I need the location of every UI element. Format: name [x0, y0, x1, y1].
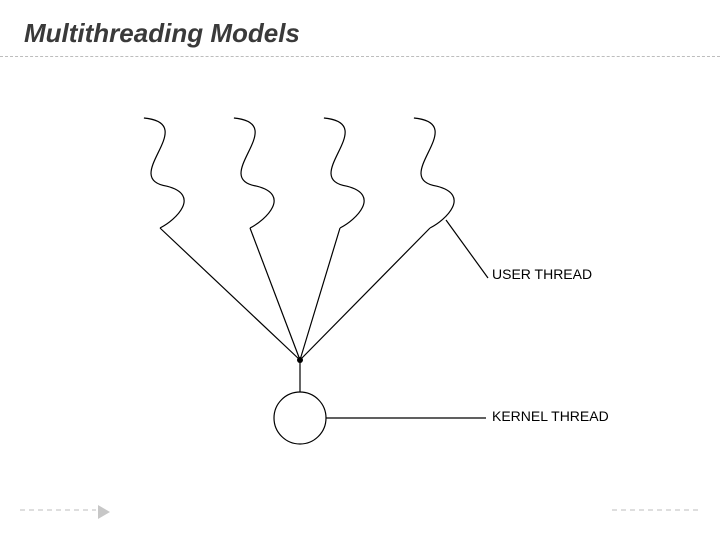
user-thread-label: USER THREAD — [492, 266, 592, 282]
threading-diagram — [0, 0, 720, 540]
footer-arrow-icon — [98, 505, 114, 526]
slide: Multithreading Models USER THREAD KERNEL… — [0, 0, 720, 540]
kernel-thread-label: KERNEL THREAD — [492, 408, 609, 424]
